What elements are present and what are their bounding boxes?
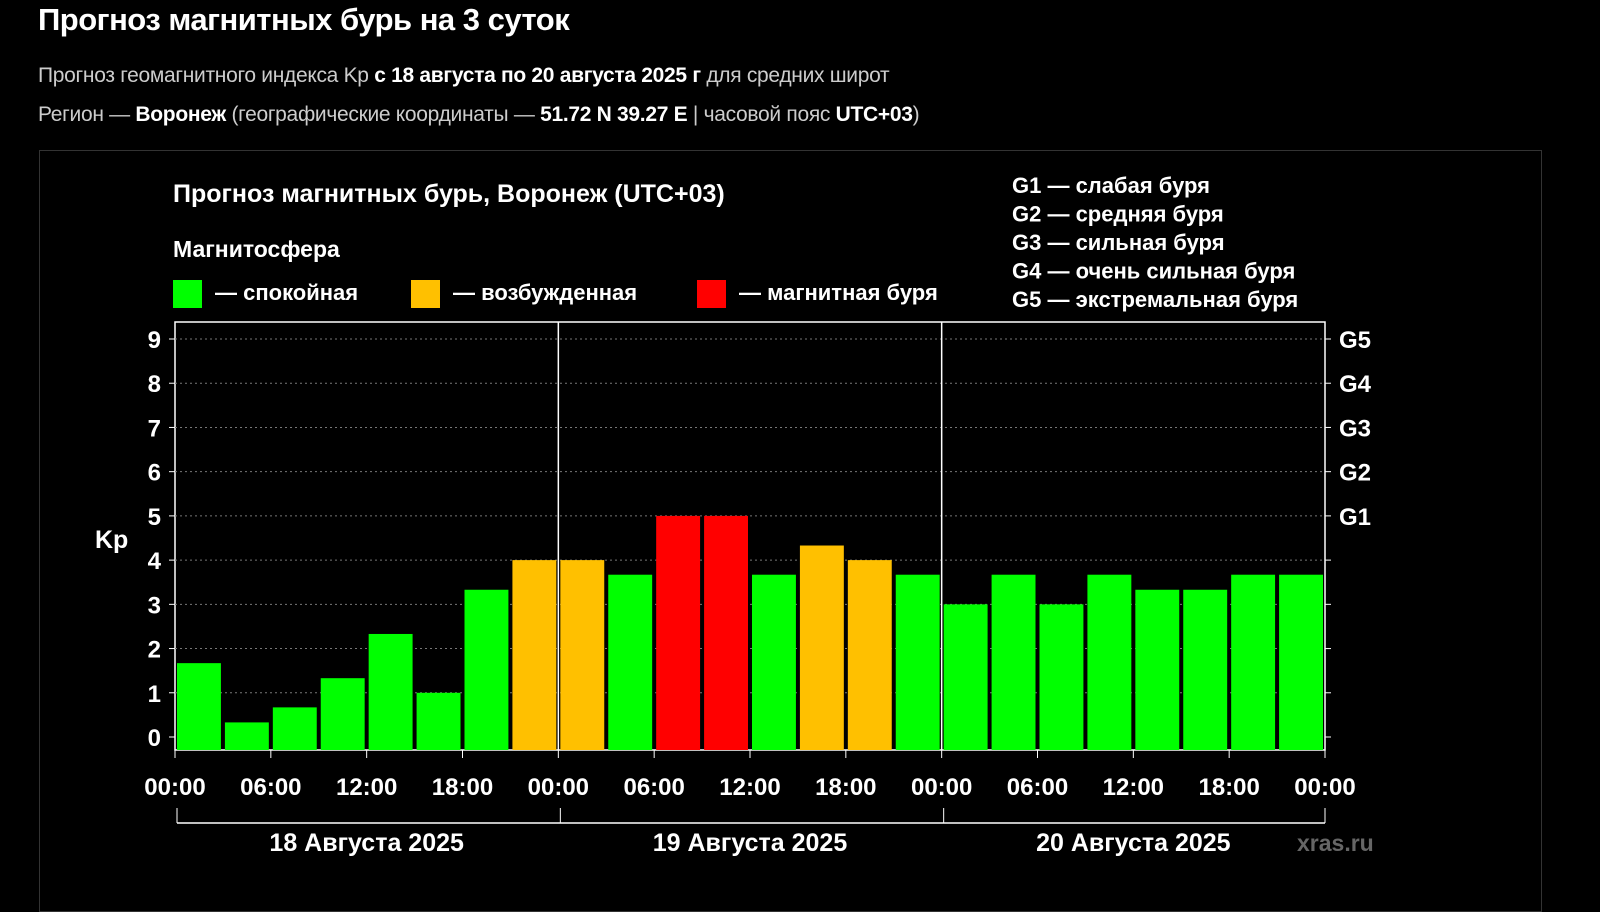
kp-bar <box>320 678 365 750</box>
g-legend-item: G4 — очень сильная буря <box>1012 259 1295 284</box>
y-tick-label: 7 <box>148 415 161 442</box>
y-tick-label: 3 <box>148 592 161 619</box>
kp-bar <box>847 560 892 750</box>
subtitle-text: для средних широт <box>700 64 890 87</box>
date-range: с 18 августа по 20 августа 2025 г <box>374 64 701 87</box>
y-tick-label: 5 <box>148 504 161 531</box>
legend-label: — спокойная <box>215 280 358 305</box>
kp-bar <box>1231 574 1276 750</box>
kp-bar <box>272 707 317 750</box>
kp-bar <box>656 515 701 750</box>
x-tick-label: 06:00 <box>240 774 301 801</box>
g-tick-label: G4 <box>1339 371 1372 398</box>
legend-label: — магнитная буря <box>739 280 938 305</box>
kp-bar <box>416 692 461 750</box>
chart-title: Прогноз магнитных бурь, Воронеж (UTC+03) <box>173 180 725 208</box>
y-tick-label: 8 <box>148 371 161 398</box>
y-tick-label: 2 <box>148 637 161 664</box>
g-legend-item: G3 — сильная буря <box>1012 230 1225 255</box>
x-tick-label: 12:00 <box>719 774 780 801</box>
region-city: Воронеж <box>135 103 226 126</box>
legend-title: Магнитосфера <box>173 236 340 262</box>
g-legend-item: G2 — средняя буря <box>1012 202 1224 227</box>
x-tick-label: 18:00 <box>1198 774 1259 801</box>
kp-bar <box>752 574 796 750</box>
x-tick-label: 06:00 <box>623 774 684 801</box>
watermark: xras.ru <box>1297 830 1374 856</box>
tz-label: | часовой пояс <box>687 103 836 126</box>
x-tick-label: 18:00 <box>815 774 876 801</box>
region-label: Регион — <box>38 103 136 126</box>
day-label: 19 Августа 2025 <box>653 829 848 857</box>
g-tick-label: G1 <box>1339 504 1371 531</box>
kp-bar <box>704 515 748 750</box>
g-legend-item: G5 — экстремальная буря <box>1012 287 1298 312</box>
x-tick-label: 00:00 <box>911 774 972 801</box>
x-tick-label: 06:00 <box>1007 774 1068 801</box>
kp-bar <box>895 574 940 750</box>
y-axis-label: Kp <box>95 526 128 554</box>
day-label: 20 Августа 2025 <box>1036 829 1231 857</box>
x-tick-label: 12:00 <box>336 774 397 801</box>
subtitle-text: ) <box>912 103 920 126</box>
kp-bar <box>512 560 557 750</box>
legend-swatch <box>173 280 202 308</box>
tz-value: UTC+03 <box>835 103 913 126</box>
kp-bar <box>560 560 605 750</box>
coords-label: (географические координаты — <box>225 103 541 126</box>
g-legend-item: G1 — слабая буря <box>1012 173 1210 198</box>
coords-value: 51.72 N 39.27 E <box>540 103 688 126</box>
g-tick-label: G3 <box>1339 415 1371 442</box>
g-tick-label: G5 <box>1339 327 1371 354</box>
legend-label: — возбужденная <box>453 280 637 305</box>
y-tick-label: 4 <box>148 548 162 575</box>
kp-bar <box>991 574 1036 750</box>
kp-bar <box>1087 574 1132 750</box>
kp-bar <box>1183 589 1228 750</box>
legend-swatch <box>411 280 440 308</box>
kp-bar <box>608 574 653 750</box>
kp-bar <box>799 545 844 750</box>
x-tick-label: 12:00 <box>1103 774 1164 801</box>
kp-bar <box>943 604 988 750</box>
y-tick-label: 0 <box>148 725 161 752</box>
kp-bar <box>464 589 509 750</box>
y-tick-label: 1 <box>148 681 161 708</box>
kp-bar <box>368 633 413 750</box>
x-tick-label: 18:00 <box>432 774 493 801</box>
y-tick-label: 6 <box>148 460 161 487</box>
subtitle-text: Прогноз геомагнитного индекса Kp <box>38 64 375 87</box>
forecast-period: Прогноз геомагнитного индекса Kp с 18 ав… <box>38 64 890 88</box>
kp-bar <box>224 722 269 750</box>
day-label: 18 Августа 2025 <box>269 829 464 857</box>
kp-bar <box>1135 589 1180 750</box>
legend-swatch <box>697 280 726 308</box>
g-tick-label: G2 <box>1339 460 1371 487</box>
x-tick-label: 00:00 <box>528 774 589 801</box>
kp-bar <box>1279 574 1323 750</box>
x-tick-label: 00:00 <box>144 774 205 801</box>
kp-bar <box>177 663 221 750</box>
region-info: Регион — Воронеж (географические координ… <box>38 103 920 127</box>
x-tick-label: 00:00 <box>1294 774 1355 801</box>
y-tick-label: 9 <box>148 327 161 354</box>
page-title: Прогноз магнитных бурь на 3 суток <box>38 2 570 37</box>
kp-bar <box>1039 604 1084 750</box>
